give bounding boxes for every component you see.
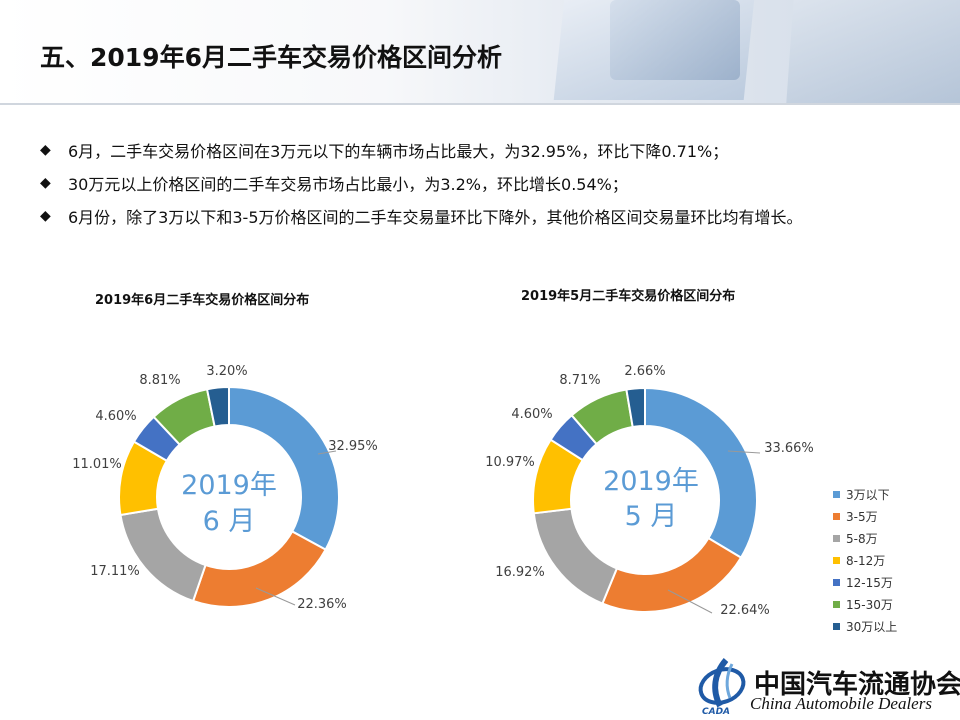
label-leader-line	[727, 450, 761, 454]
legend-swatch	[833, 600, 840, 608]
data-label: 4.60%	[511, 407, 552, 422]
legend-item: 5-8万	[833, 527, 897, 549]
legend-label: 12-15万	[846, 575, 893, 590]
legend-swatch	[833, 490, 840, 498]
header-divider	[0, 103, 960, 105]
legend-swatch	[833, 578, 840, 586]
legend-swatch	[833, 512, 840, 520]
header-banner	[0, 0, 960, 105]
legend-item: 3-5万	[833, 505, 897, 527]
label-leader-line	[667, 589, 713, 614]
legend-swatch	[833, 622, 840, 630]
data-label: 17.11%	[90, 564, 140, 579]
legend-swatch	[833, 534, 840, 542]
bullet-list: ◆ 6月，二手车交易价格区间在3万元以下的车辆市场占比最大，为32.95%，环比…	[40, 133, 940, 232]
data-label: 4.60%	[95, 409, 136, 424]
logo-name-en: China Automobile Dealers	[750, 694, 932, 713]
donut-slice-1	[601, 536, 743, 613]
center-label: 5 月	[625, 501, 678, 532]
data-label: 33.66%	[764, 441, 814, 456]
donut-june: 32.95% 22.36% 17.11% 11.01% 4.60% 8.81% 3.20% 2…	[72, 364, 378, 612]
legend-label: 3-5万	[846, 509, 878, 524]
bullet-text: 6月，二手车交易价格区间在3万元以下的车辆市场占比最大，为32.95%，环比下降…	[68, 141, 729, 161]
chart-title-may: 2019年5月二手车交易价格区间分布	[521, 289, 736, 304]
data-label: 16.92%	[495, 565, 545, 580]
diamond-bullet-icon: ◆	[40, 141, 51, 158]
page-title: 五、2019年6月二手车交易价格区间分析	[40, 43, 502, 72]
data-label: 8.81%	[139, 373, 180, 388]
label-leader-line	[255, 587, 296, 606]
bullet-item: ◆ 6月份，除了3万以下和3-5万价格区间的二手车交易量环比下降外，其他价格区间…	[40, 199, 940, 232]
decor-cube	[610, 0, 740, 80]
data-label: 8.71%	[559, 373, 600, 388]
donut-slice-0	[228, 385, 340, 551]
center-label: 6 月	[203, 506, 256, 537]
bullet-item: ◆ 6月，二手车交易价格区间在3万元以下的车辆市场占比最大，为32.95%，环比…	[40, 133, 940, 166]
data-label: 22.64%	[720, 603, 770, 618]
cada-logo: CADA 中国汽车流通协会 China Automobile Dealers	[696, 654, 960, 716]
logo-name-cn: 中国汽车流通协会	[754, 670, 960, 700]
legend-item: 15-30万	[833, 593, 897, 615]
legend-item: 30万以上	[833, 615, 897, 637]
diamond-bullet-icon: ◆	[40, 174, 51, 191]
donut-slice-1	[191, 530, 327, 608]
diamond-bullet-icon: ◆	[40, 207, 51, 224]
legend-item: 12-15万	[833, 571, 897, 593]
chart-legend: 3万以下 3-5万 5-8万 8-12万 12-15万 15-30万 30万以上	[833, 483, 897, 637]
data-label: 11.01%	[72, 457, 122, 472]
donut-slice-2	[119, 507, 207, 603]
data-label: 2.66%	[624, 364, 665, 379]
donut-slice-0	[644, 386, 758, 560]
chart-title-june: 2019年6月二手车交易价格区间分布	[95, 293, 310, 308]
donut-slice-6	[205, 385, 230, 428]
bullet-text: 30万元以上价格区间的二手车交易市场占比最小，为3.2%，环比增长0.54%；	[68, 174, 628, 194]
data-label: 10.97%	[485, 455, 535, 470]
donut-may: 33.66% 22.64% 16.92% 10.97% 4.60% 8.71% 2.66% 2…	[485, 364, 814, 618]
cada-logo-mark-icon: CADA	[698, 658, 746, 716]
center-label: 2019年	[603, 466, 699, 497]
legend-label: 3万以下	[846, 487, 890, 502]
legend-label: 5-8万	[846, 531, 878, 546]
data-label: 22.36%	[297, 597, 347, 612]
donut-slice-2	[532, 507, 619, 605]
bullet-item: ◆ 30万元以上价格区间的二手车交易市场占比最小，为3.2%，环比增长0.54%…	[40, 166, 940, 199]
data-label: 32.95%	[328, 439, 378, 454]
legend-item: 3万以下	[833, 483, 897, 505]
donut-slice-6	[625, 386, 646, 429]
legend-label: 15-30万	[846, 597, 893, 612]
bullet-text: 6月份，除了3万以下和3-5万价格区间的二手车交易量环比下降外，其他价格区间交易…	[68, 207, 803, 227]
legend-label: 30万以上	[846, 619, 898, 634]
legend-swatch	[833, 556, 840, 564]
logo-mark-text: CADA	[702, 707, 730, 716]
legend-label: 8-12万	[846, 553, 886, 568]
legend-item: 8-12万	[833, 549, 897, 571]
center-label: 2019年	[181, 470, 277, 501]
label-leader-line	[317, 450, 337, 455]
data-label: 3.20%	[206, 364, 247, 379]
